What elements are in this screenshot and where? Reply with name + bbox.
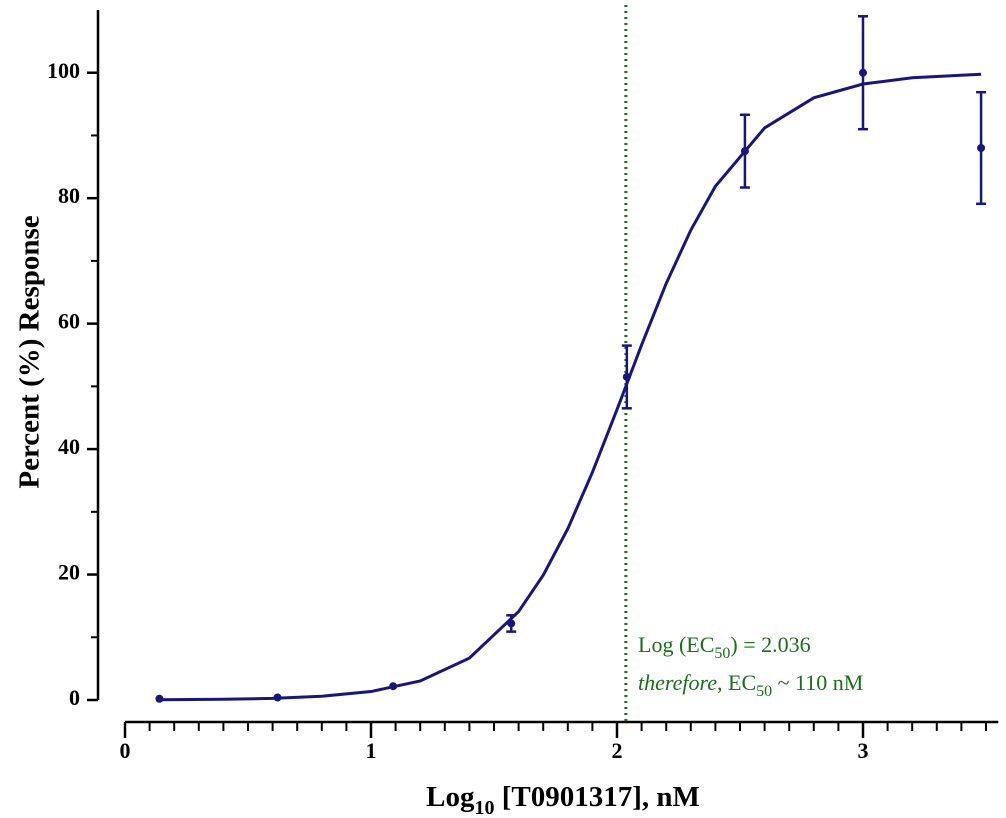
y-axis-title: Percent (%) Response (14, 215, 46, 488)
x-tick-label: 2 (612, 738, 623, 763)
x-tick-label: 1 (366, 738, 377, 763)
annotation: therefore, EC50 ~ 110 nM (638, 670, 863, 700)
y-tick-label: 60 (58, 309, 80, 334)
data-point (859, 68, 867, 77)
data-point (389, 682, 398, 691)
y-tick-label: 80 (58, 183, 80, 208)
data-point (507, 619, 516, 628)
annotation-part: therefore (638, 670, 717, 695)
data-point (622, 372, 631, 381)
y-tick-label: 0 (69, 685, 80, 710)
annotation: Log (EC50) = 2.036 (638, 632, 811, 662)
y-tick-label: 100 (47, 58, 80, 83)
data-point (740, 147, 749, 156)
data-point (155, 694, 164, 703)
annotation-part: Log (EC (638, 632, 714, 657)
annotation-sub: 50 (714, 645, 730, 662)
x-title-sub: 10 (474, 797, 494, 818)
data-point (273, 693, 282, 702)
x-title-part: Log (426, 781, 475, 813)
y-tick-label: 20 (58, 560, 80, 585)
fit-curve (159, 72, 982, 702)
annotation-sub: 50 (756, 683, 772, 700)
annotation-part: ~ 110 nM (772, 670, 863, 695)
y-tick-label: 40 (58, 434, 80, 459)
annotation-part: ) = 2.036 (730, 632, 810, 657)
x-axis-title: Log10 [T0901317], nM (426, 781, 700, 818)
annotation-part: , EC (717, 670, 756, 695)
x-tick-label: 0 (120, 738, 131, 763)
x-tick-label: 3 (858, 738, 869, 763)
data-point (977, 144, 986, 152)
x-title-part: [T0901317], nM (494, 781, 699, 813)
